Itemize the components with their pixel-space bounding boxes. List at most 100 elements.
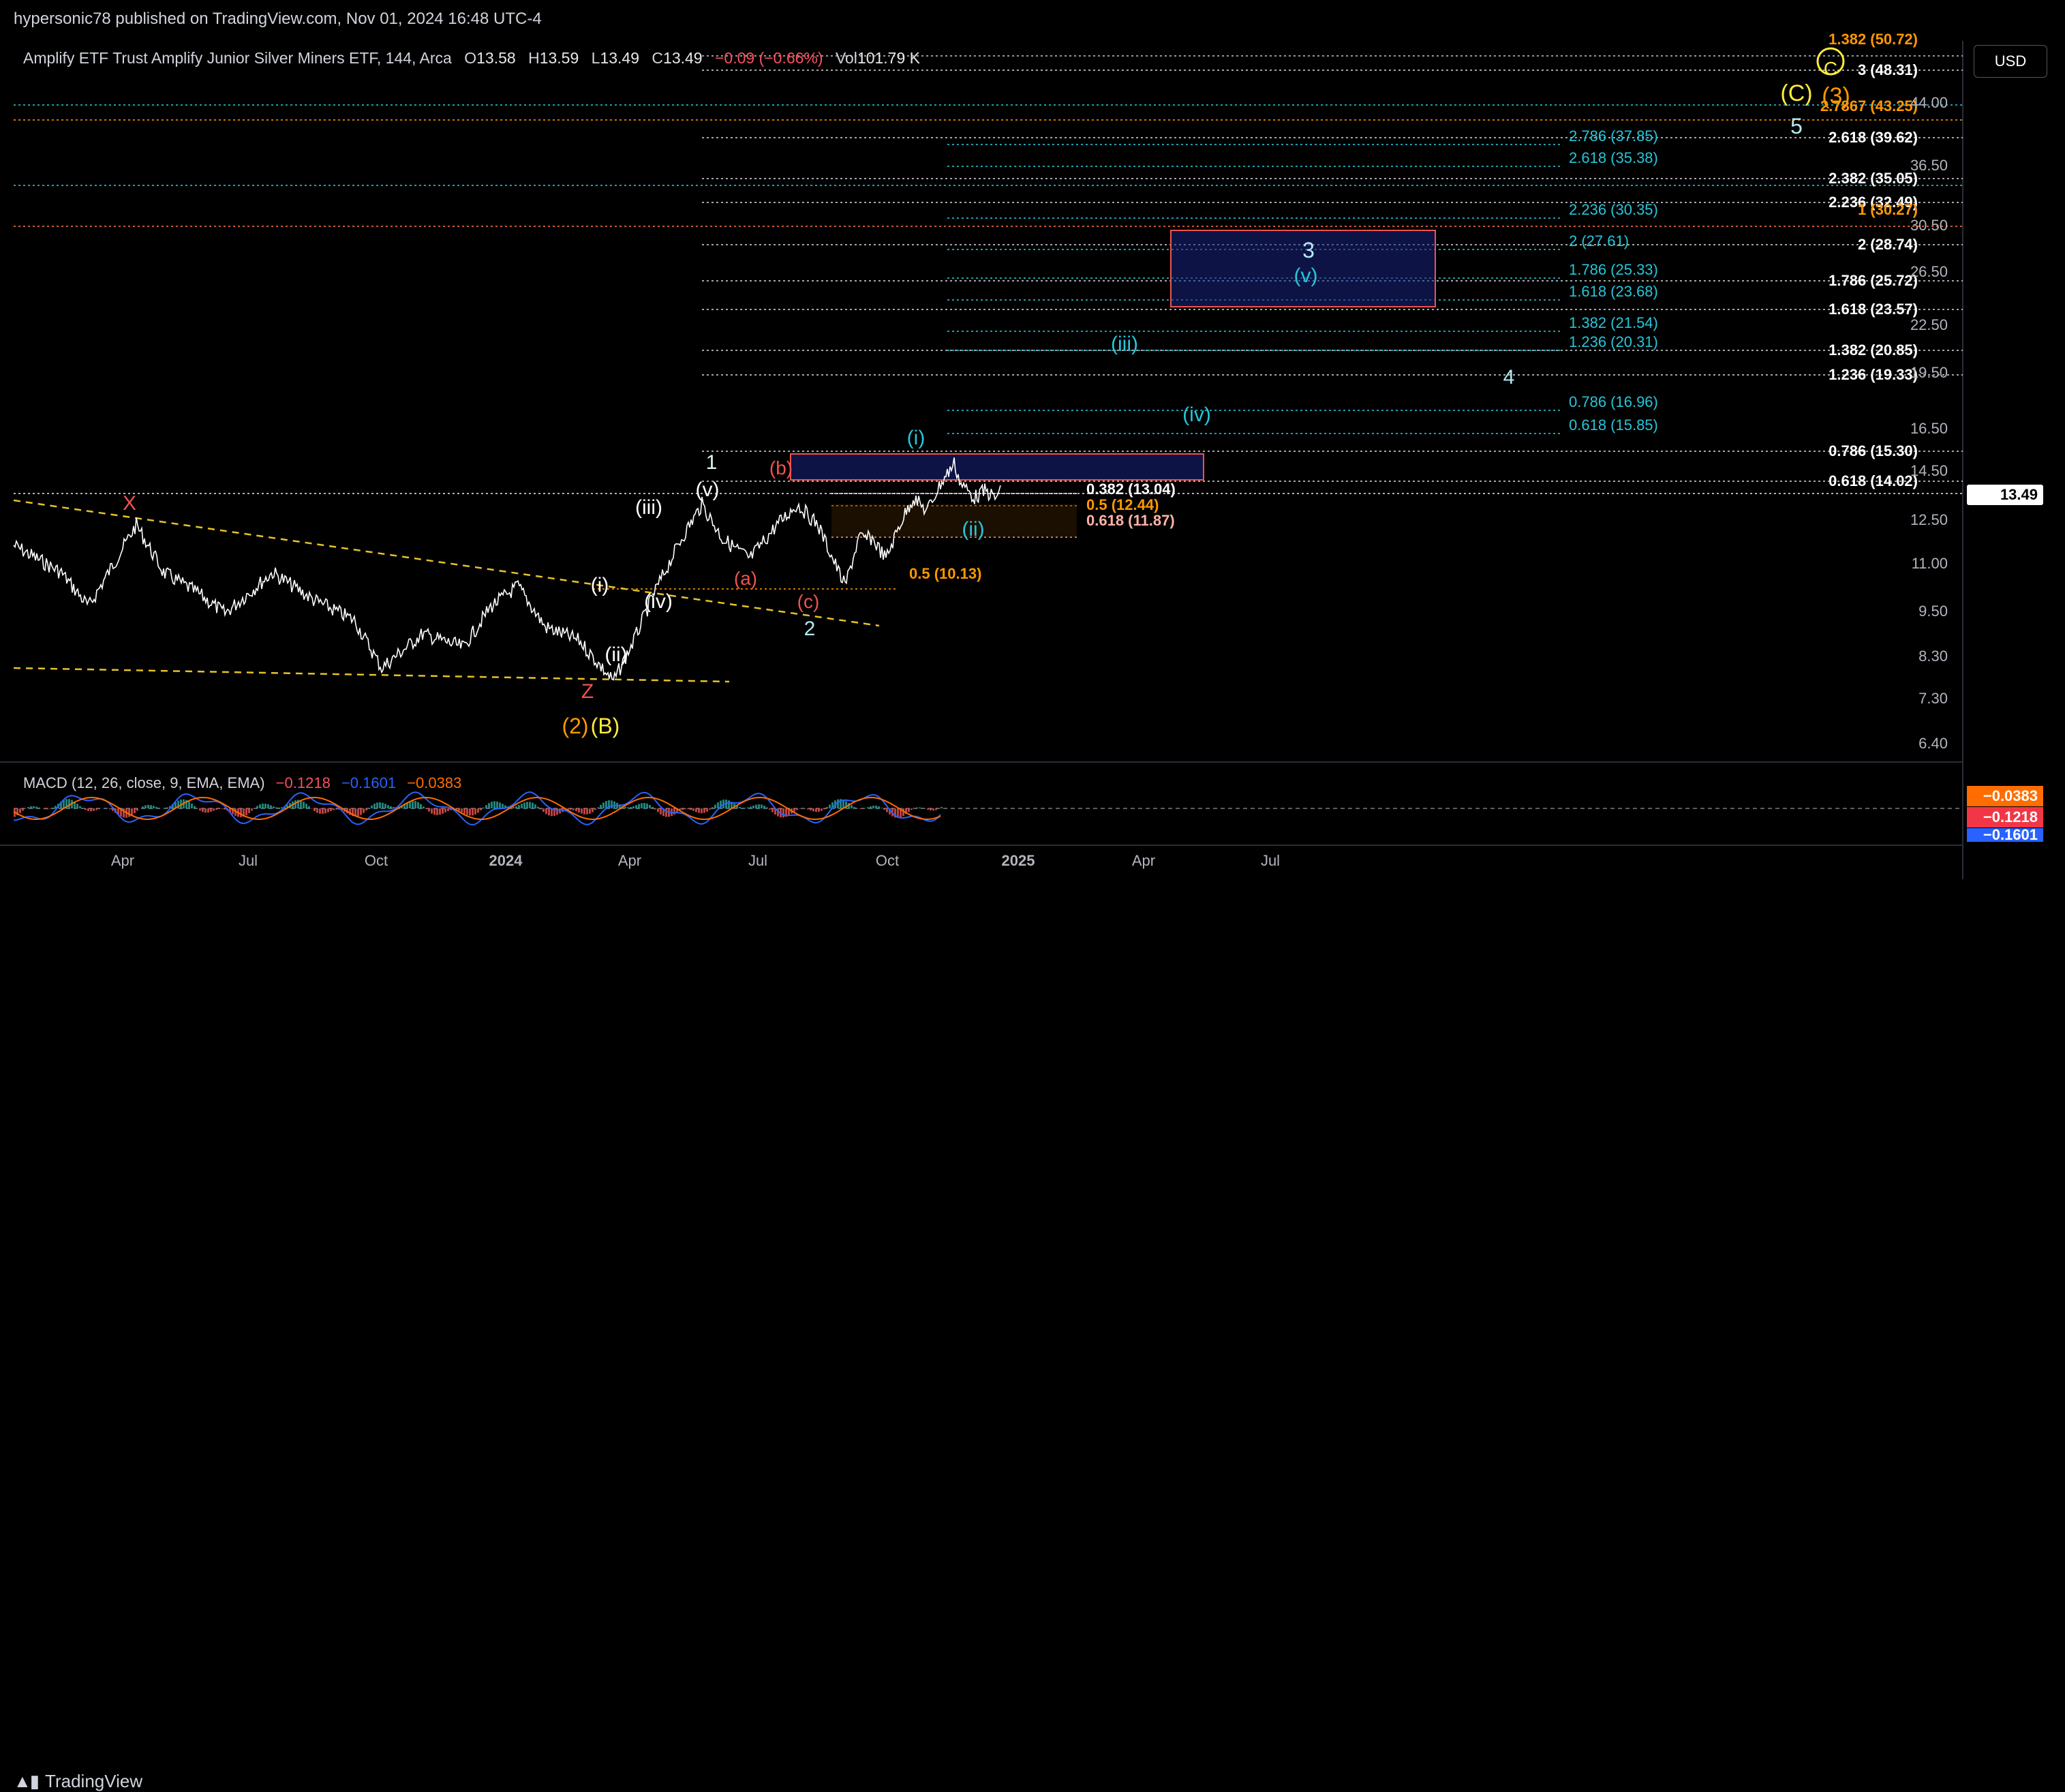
macd-histogram-bar (335, 808, 337, 810)
macd-histogram-bar (698, 808, 700, 813)
macd-histogram-bar (799, 808, 801, 809)
wave-label: (c) (797, 591, 820, 612)
macd-histogram-bar (766, 808, 768, 809)
macd-histogram-bar (687, 808, 689, 809)
macd-histogram-bar (417, 802, 419, 808)
lower-trendline (14, 668, 729, 682)
macd-histogram-bar (131, 808, 133, 815)
wave-b-resistance-box (791, 454, 1204, 480)
macd-histogram-bar (439, 808, 441, 815)
fib-lines (593, 70, 1963, 589)
macd-histogram-bar (93, 808, 95, 811)
macd-histogram-bar (796, 808, 798, 810)
footer: ▲▮ TradingView (0, 879, 2065, 927)
macd-histogram-bar (883, 808, 885, 810)
macd-histogram-bar (379, 802, 381, 808)
wave-label: (iii) (635, 496, 662, 519)
wave-label: X (123, 492, 136, 515)
fib-label-white: 2.7867 (43.25) (1820, 97, 1918, 115)
macd-histogram-bar (695, 808, 697, 812)
macd-histogram-bar (763, 806, 765, 808)
macd-histogram-bar (466, 808, 468, 815)
macd-histogram-bar (853, 807, 855, 808)
macd-histogram-bar (273, 806, 275, 808)
macd-histogram-bar (330, 808, 332, 811)
macd-histogram-bar (684, 808, 686, 809)
macd-histogram-bar (44, 808, 46, 809)
fib-label-white: 1 (30.27) (1858, 201, 1918, 218)
macd-legend[interactable]: MACD (12, 26, close, 9, EMA, EMA) −0.121… (23, 774, 461, 792)
macd-histogram-bar (428, 808, 430, 812)
close-value: 13.49 (663, 49, 703, 67)
price-tick: 44.00 (1910, 94, 1948, 111)
macd-histogram-bar (357, 808, 359, 816)
wave-label: (C) (1780, 80, 1812, 106)
price-tick: 30.50 (1910, 217, 1948, 234)
macd-histogram-bar (436, 808, 438, 815)
macd-histogram-bar (823, 808, 825, 809)
open-value: 13.58 (476, 49, 516, 67)
macd-histogram-bar (251, 808, 253, 810)
macd-histogram-bar (600, 805, 602, 808)
macd-histogram-bar (311, 808, 313, 809)
macd-histogram-bar (327, 808, 329, 813)
macd-histogram-bar (248, 808, 250, 813)
macd-histogram-bar (701, 808, 703, 813)
price-line (14, 457, 1000, 680)
macd-histogram-bar (491, 802, 493, 808)
macd-histogram-bar (488, 803, 490, 808)
symbol-legend[interactable]: Amplify ETF Trust Amplify Junior Silver … (23, 49, 920, 67)
macd-histogram-bar (761, 804, 763, 808)
macd-histogram-bar (136, 808, 138, 810)
macd-histogram-bar (706, 808, 708, 812)
macd-histogram-bar (155, 807, 157, 808)
fib-label-white: 1.618 (23.57) (1829, 301, 1918, 318)
wave-label: (ii) (605, 643, 627, 666)
macd-histogram-bar (319, 808, 321, 814)
fib-label-near: 0.5 (10.13) (909, 565, 981, 582)
tradingview-logo[interactable]: ▲▮ TradingView (14, 1771, 142, 1792)
price-tick: 12.50 (1910, 511, 1948, 528)
macd-histogram-bar (583, 808, 585, 815)
fib-label-cyan: 1.236 (20.31) (1569, 333, 1658, 350)
macd-histogram-bar (529, 802, 531, 808)
macd-histogram-bar (85, 808, 87, 810)
price-tick: 9.50 (1918, 603, 1948, 620)
macd-histogram-bar (630, 807, 632, 808)
time-tick: Apr (1132, 852, 1155, 869)
fib-label-cyan: 1.786 (25.33) (1569, 261, 1658, 278)
wave-label: (b) (769, 457, 793, 479)
macd-histogram-bar (537, 807, 539, 808)
wave-label: 2 (804, 618, 816, 640)
macd-histogram-bar (717, 802, 719, 808)
fib-label-cyan: 2.786 (37.85) (1569, 127, 1658, 145)
macd-histogram-bar (703, 808, 705, 813)
macd-histogram-bar (420, 804, 422, 808)
macd-tag-1: −0.0383 (1967, 786, 2043, 806)
fib-label-white: 1.382 (20.85) (1829, 341, 1918, 359)
macd-histogram-bar (134, 808, 136, 813)
macd-histogram-bar (393, 807, 395, 808)
macd-histogram-bar (76, 804, 78, 808)
macd-tag-3: −0.1601 (1967, 828, 2043, 842)
wave-label: (ii) (962, 518, 984, 541)
macd-histogram-bar (202, 808, 204, 812)
macd-histogram-bar (646, 804, 648, 808)
macd-name: MACD (12, 26, close, 9, EMA, EMA) (23, 774, 265, 791)
macd-histogram-bar (142, 806, 144, 808)
macd-histogram-bar (128, 808, 130, 817)
macd-histogram-bar (829, 804, 831, 808)
macd-histogram-bar (540, 808, 542, 809)
currency-button[interactable]: USD (1974, 45, 2047, 78)
change-value: −0.09 (−0.66%) (715, 49, 823, 67)
macd-histogram-bar (592, 808, 594, 812)
macd-histogram-bar (627, 807, 629, 808)
macd-histogram-bar (739, 807, 741, 808)
macd-histogram-bar (496, 802, 498, 808)
macd-histogram-bar (682, 808, 684, 810)
macd-histogram-bar (256, 806, 258, 808)
macd-histogram-bar (769, 808, 771, 810)
macd-histogram-bar (333, 808, 335, 810)
macd-histogram-bar (444, 808, 446, 813)
macd-histogram-bar (690, 808, 692, 810)
